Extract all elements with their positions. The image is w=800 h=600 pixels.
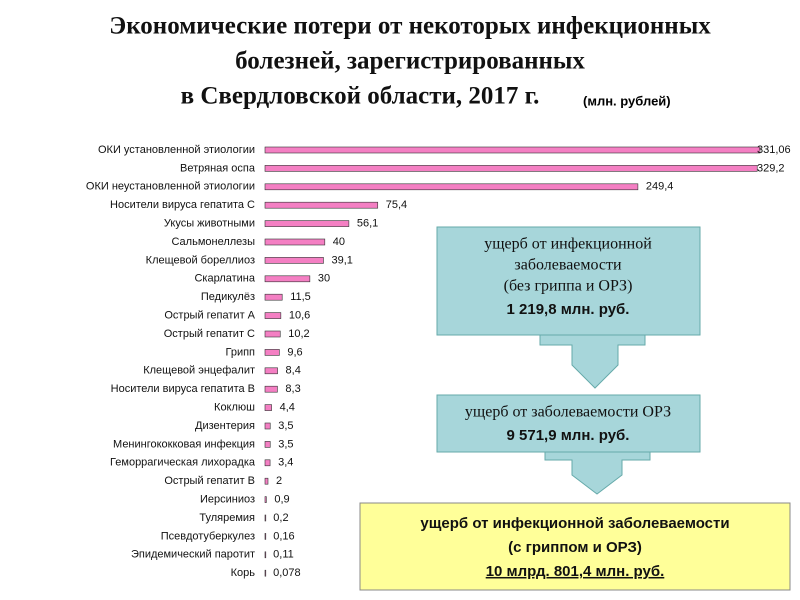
bar: [264, 330, 281, 338]
category-label: Сальмонеллезы: [171, 236, 255, 248]
value-label: 9,6: [287, 346, 302, 358]
category-label: Острый гепатит А: [164, 310, 255, 322]
value-label: 8,4: [286, 365, 301, 377]
value-label: 3,5: [278, 438, 293, 450]
category-label: Острый гепатит С: [164, 328, 255, 340]
bar: [264, 293, 283, 301]
category-label: Острый гепатит В: [164, 475, 255, 487]
category-label: ОКИ установленной этиологии: [98, 144, 255, 156]
category-label: ОКИ неустановленной этиологии: [86, 181, 255, 193]
value-label: 10,2: [288, 328, 309, 340]
annotation-text: ущерб от инфекционной: [484, 236, 652, 253]
bar: [264, 238, 326, 246]
bar: [264, 201, 379, 209]
value-label: 10,6: [289, 310, 310, 322]
value-label: 75,4: [386, 199, 407, 211]
bar: [264, 349, 280, 356]
category-label: Укусы животными: [164, 218, 255, 230]
category-label: Скарлатина: [194, 273, 255, 285]
bar: [264, 165, 758, 172]
value-label: 11,5: [290, 291, 311, 303]
category-label: Носители вируса гепатита В: [111, 383, 255, 395]
info-box: [436, 394, 701, 453]
annotation-text: (с гриппом и ОРЗ): [508, 539, 642, 556]
value-label: 0,078: [273, 567, 301, 579]
arrow: [544, 451, 651, 495]
category-label: Коклюш: [214, 402, 255, 414]
value-label: 39,1: [331, 254, 352, 266]
category-label: Эпидемический паротит: [131, 549, 255, 561]
bar: [264, 422, 271, 430]
value-label: 30: [318, 273, 330, 285]
bar: [264, 477, 269, 485]
value-label: 3,4: [278, 457, 293, 469]
bar: [264, 514, 267, 522]
bar: [264, 496, 267, 503]
bar: [264, 257, 324, 264]
arrow: [539, 334, 646, 389]
value-label: 2: [276, 475, 282, 487]
value-label: 4,4: [280, 402, 295, 414]
info-box: [359, 502, 791, 591]
value-label: 329,2: [757, 162, 785, 174]
value-label: 331,06: [757, 144, 791, 156]
bar: [264, 146, 761, 154]
category-label: Туляремия: [199, 512, 255, 524]
category-label: Ветряная оспа: [180, 162, 256, 174]
annotation-text: 1 219,8 млн. руб.: [507, 301, 630, 318]
unit-label: (млн. рублей): [583, 93, 671, 108]
category-label: Дизентерия: [195, 420, 255, 432]
chart-title: Экономические потери от некоторых инфекц…: [109, 13, 711, 40]
category-label: Иерсиниоз: [200, 494, 255, 506]
annotation-text: ущерб от заболеваемости ОРЗ: [465, 404, 671, 421]
value-label: 40: [333, 236, 345, 248]
value-label: 249,4: [646, 181, 674, 193]
value-label: 0,11: [273, 549, 294, 561]
bar: [264, 533, 267, 540]
bar: [264, 275, 311, 283]
value-label: 56,1: [357, 218, 378, 230]
value-label: 3,5: [278, 420, 293, 432]
value-label: 0,9: [274, 494, 289, 506]
category-label: Грипп: [225, 346, 255, 358]
value-label: 8,3: [285, 383, 300, 395]
bar: [264, 404, 272, 411]
annotation-text: 9 571,9 млн. руб.: [507, 427, 630, 444]
annotation-text: ущерб от инфекционной заболеваемости: [420, 515, 729, 532]
bar: [264, 367, 278, 375]
bar: [264, 569, 267, 577]
category-label: Корь: [231, 567, 256, 579]
bar: [264, 385, 278, 393]
bar: [264, 312, 282, 319]
value-label: 0,2: [273, 512, 288, 524]
value-label: 0,16: [273, 530, 294, 542]
category-label: Клещевой бореллиоз: [146, 254, 255, 266]
bar: [264, 551, 267, 559]
bar: [264, 459, 271, 467]
info-box: [436, 226, 701, 336]
chart-title: в Свердловской области, 2017 г.: [181, 83, 540, 110]
category-label: Носители вируса гепатита С: [110, 199, 255, 211]
bar: [264, 220, 350, 227]
annotation-text: 10 млрд. 801,4 млн. руб.: [486, 563, 665, 580]
category-label: Геморрагическая лихорадка: [110, 457, 256, 469]
bar: [264, 441, 271, 448]
annotation-text: (без гриппа и ОРЗ): [504, 278, 633, 295]
chart-title: болезней, зарегистрированных: [235, 48, 585, 75]
category-label: Клещевой энцефалит: [143, 365, 255, 377]
annotation-text: заболеваемости: [514, 257, 622, 274]
category-label: Псевдотуберкулез: [161, 530, 255, 542]
bar: [264, 183, 639, 191]
category-label: Педикулёз: [201, 291, 255, 303]
category-label: Менингококковая инфекция: [113, 438, 255, 450]
